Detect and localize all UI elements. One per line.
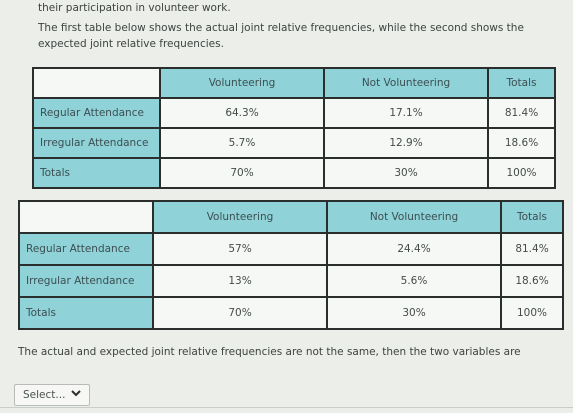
table-header-cell: Volunteering [152, 200, 328, 234]
table-cell: 70% [159, 157, 325, 189]
table-cell: 13% [152, 264, 328, 298]
row-label: Irregular Attendance [18, 264, 154, 298]
table-cell: 24.4% [326, 232, 502, 266]
table-cell: 57% [152, 232, 328, 266]
table-header-cell [18, 200, 154, 234]
table-header-row: Volunteering Not Volunteering Totals [32, 67, 556, 99]
table-header-cell: Not Volunteering [323, 67, 489, 99]
table-cell: 100% [500, 296, 564, 330]
intro-line: their participation in volunteer work. [38, 2, 231, 14]
conclusion-text: The actual and expected joint relative f… [18, 346, 521, 358]
table-header-cell [32, 67, 161, 99]
table-cell: 81.4% [500, 232, 564, 266]
table-cell: 100% [487, 157, 556, 189]
conclusion-dropdown[interactable]: Select... [14, 384, 90, 406]
table-header-cell: Volunteering [159, 67, 325, 99]
chevron-down-icon [71, 390, 82, 400]
table-row: Irregular Attendance 13% 5.6% 18.6% [18, 264, 564, 298]
row-label: Totals [32, 157, 161, 189]
actual-frequencies-table: Volunteering Not Volunteering Totals Reg… [32, 67, 556, 189]
table-cell: 5.6% [326, 264, 502, 298]
table-row: Regular Attendance 57% 24.4% 81.4% [18, 232, 564, 266]
table-cell: 12.9% [323, 127, 489, 159]
table-header-cell: Totals [500, 200, 564, 234]
description-paragraph: The first table below shows the actual j… [38, 22, 524, 50]
table-cell: 17.1% [323, 97, 489, 129]
table-cell: 5.7% [159, 127, 325, 159]
table-cell: 18.6% [500, 264, 564, 298]
table-row: Totals 70% 30% 100% [32, 157, 556, 189]
table-cell: 64.3% [159, 97, 325, 129]
table-header-row: Volunteering Not Volunteering Totals [18, 200, 564, 234]
table-cell: 30% [326, 296, 502, 330]
row-label: Irregular Attendance [32, 127, 161, 159]
table-header-cell: Totals [487, 67, 556, 99]
row-label: Regular Attendance [18, 232, 154, 266]
table-row: Regular Attendance 64.3% 17.1% 81.4% [32, 97, 556, 129]
row-label: Totals [18, 296, 154, 330]
table-cell: 18.6% [487, 127, 556, 159]
row-label: Regular Attendance [32, 97, 161, 129]
table-row: Totals 70% 30% 100% [18, 296, 564, 330]
expected-frequencies-table: Volunteering Not Volunteering Totals Reg… [18, 200, 564, 330]
table-cell: 30% [323, 157, 489, 189]
table-cell: 70% [152, 296, 328, 330]
divider [0, 407, 573, 408]
table-header-cell: Not Volunteering [326, 200, 502, 234]
table-row: Irregular Attendance 5.7% 12.9% 18.6% [32, 127, 556, 159]
table-cell: 81.4% [487, 97, 556, 129]
dropdown-value: Select... [23, 389, 66, 401]
